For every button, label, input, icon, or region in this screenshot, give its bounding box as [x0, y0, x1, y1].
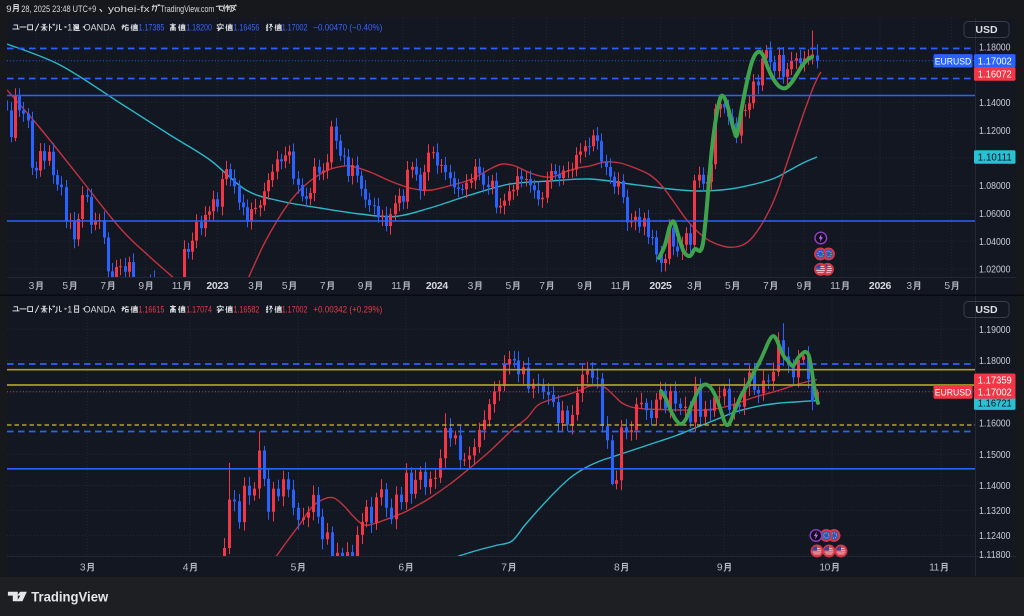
svg-text:7: 7	[501, 563, 507, 574]
svg-text:3: 3	[687, 281, 693, 292]
svg-text:3: 3	[29, 281, 35, 292]
svg-text:5: 5	[282, 281, 288, 292]
svg-text:1.18000: 1.18000	[979, 43, 1011, 54]
svg-text:1.17359: 1.17359	[978, 376, 1012, 387]
svg-text:9: 9	[6, 4, 11, 15]
svg-text:1.14000: 1.14000	[979, 98, 1011, 109]
svg-text:9: 9	[138, 281, 144, 292]
svg-text:EURUSD: EURUSD	[935, 56, 972, 66]
svg-text:5: 5	[944, 281, 950, 292]
svg-text:5: 5	[291, 563, 297, 574]
svg-text:6: 6	[398, 563, 404, 574]
svg-text:1.16721: 1.16721	[978, 399, 1012, 410]
svg-text:9: 9	[797, 281, 803, 292]
svg-text:1.12000: 1.12000	[979, 126, 1011, 137]
svg-text:1.17002: 1.17002	[978, 388, 1012, 399]
svg-text:1.15000: 1.15000	[979, 450, 1011, 461]
svg-text:4: 4	[183, 563, 189, 574]
svg-text:1.17385: 1.17385	[139, 23, 165, 33]
svg-text:1.04000: 1.04000	[979, 237, 1011, 248]
svg-text:28, 2025 23:48 UTC+9: 28, 2025 23:48 UTC+9	[21, 4, 96, 14]
svg-text:3: 3	[248, 281, 254, 292]
svg-text:1.14000: 1.14000	[979, 481, 1011, 492]
svg-text:5: 5	[505, 281, 511, 292]
svg-text:3: 3	[906, 281, 912, 292]
svg-text:1.08000: 1.08000	[979, 181, 1011, 192]
svg-text:yohei-fx: yohei-fx	[108, 4, 150, 14]
svg-text:2025: 2025	[649, 280, 672, 292]
svg-text:1.18200: 1.18200	[186, 23, 212, 33]
svg-text:2024: 2024	[426, 280, 449, 292]
svg-text:7: 7	[100, 281, 106, 292]
svg-text:1.19000: 1.19000	[979, 325, 1011, 336]
svg-text:1: 1	[67, 23, 72, 33]
svg-text:1.13200: 1.13200	[979, 506, 1011, 517]
svg-text:USD: USD	[975, 304, 998, 316]
svg-text:11: 11	[391, 281, 402, 292]
svg-text:1.17002: 1.17002	[282, 23, 308, 33]
svg-text:1.18000: 1.18000	[979, 356, 1011, 367]
svg-text:1.06000: 1.06000	[979, 209, 1011, 220]
svg-text:1.16000: 1.16000	[979, 419, 1011, 430]
svg-text:11: 11	[929, 563, 940, 574]
svg-text:1.10111: 1.10111	[978, 153, 1012, 164]
svg-text:3: 3	[80, 563, 86, 574]
svg-text:USD: USD	[975, 24, 998, 36]
svg-text:9: 9	[358, 281, 364, 292]
svg-text:11: 11	[172, 281, 183, 292]
svg-text:1.16582: 1.16582	[234, 305, 260, 315]
svg-text:1.12400: 1.12400	[979, 531, 1011, 542]
svg-text:OANDA: OANDA	[84, 305, 116, 315]
svg-text:11: 11	[830, 281, 841, 292]
svg-text:1.16456: 1.16456	[234, 23, 260, 33]
svg-text:OANDA: OANDA	[84, 23, 116, 33]
svg-text:1.17002: 1.17002	[978, 56, 1012, 67]
svg-text:1.11800: 1.11800	[979, 550, 1011, 561]
svg-text:1.17002: 1.17002	[282, 305, 308, 315]
svg-text:1.02000: 1.02000	[979, 265, 1011, 276]
svg-text:2026: 2026	[869, 280, 892, 292]
svg-text:TradingView: TradingView	[31, 589, 108, 604]
svg-text:5: 5	[725, 281, 731, 292]
svg-text:11: 11	[611, 281, 622, 292]
svg-text:3: 3	[468, 281, 474, 292]
svg-text:2023: 2023	[206, 280, 229, 292]
svg-text:1: 1	[67, 305, 72, 315]
svg-text:7: 7	[763, 281, 769, 292]
svg-text:+0.00342 (+0.29%): +0.00342 (+0.29%)	[313, 305, 382, 315]
svg-text:7: 7	[539, 281, 545, 292]
svg-text:1.16615: 1.16615	[139, 305, 165, 315]
svg-text:1.17074: 1.17074	[186, 305, 212, 315]
svg-text:TradingView.com: TradingView.com	[160, 4, 214, 14]
svg-text:9: 9	[577, 281, 583, 292]
svg-text:7: 7	[320, 281, 326, 292]
svg-text:10: 10	[819, 563, 830, 574]
svg-text:1.16072: 1.16072	[978, 70, 1012, 81]
svg-text:EURUSD: EURUSD	[935, 388, 972, 398]
svg-text:5: 5	[62, 281, 68, 292]
svg-text:8: 8	[614, 563, 620, 574]
svg-text:−0.00470 (−0.40%): −0.00470 (−0.40%)	[313, 23, 382, 33]
svg-text:9: 9	[717, 563, 723, 574]
